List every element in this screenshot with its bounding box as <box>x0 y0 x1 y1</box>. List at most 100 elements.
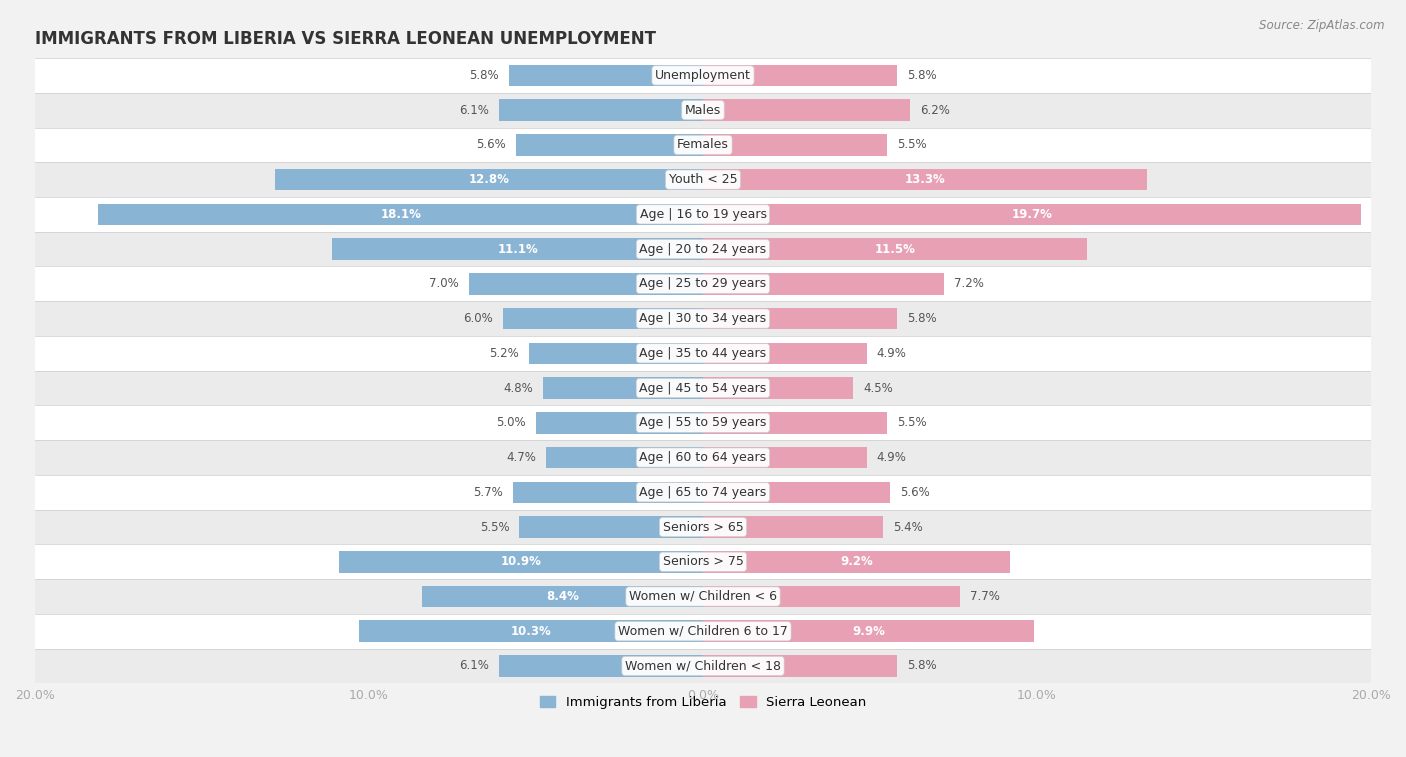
Text: 6.2%: 6.2% <box>920 104 950 117</box>
Bar <box>546 447 703 469</box>
Text: Age | 35 to 44 years: Age | 35 to 44 years <box>640 347 766 360</box>
Bar <box>499 656 703 677</box>
Text: 5.8%: 5.8% <box>907 312 936 325</box>
Bar <box>703 481 890 503</box>
Text: 4.9%: 4.9% <box>877 451 907 464</box>
Bar <box>509 64 703 86</box>
Bar <box>35 336 1371 371</box>
Text: 5.5%: 5.5% <box>479 521 509 534</box>
Text: 4.7%: 4.7% <box>506 451 536 464</box>
Text: 5.2%: 5.2% <box>489 347 519 360</box>
Text: 6.1%: 6.1% <box>460 104 489 117</box>
Bar <box>703 447 866 469</box>
Text: 10.9%: 10.9% <box>501 555 541 569</box>
Bar <box>332 238 703 260</box>
Bar <box>529 343 703 364</box>
Bar <box>35 614 1371 649</box>
Text: Seniors > 65: Seniors > 65 <box>662 521 744 534</box>
Text: 5.5%: 5.5% <box>897 416 927 429</box>
Bar <box>703 412 887 434</box>
Text: 19.7%: 19.7% <box>1011 208 1053 221</box>
Text: Age | 20 to 24 years: Age | 20 to 24 years <box>640 242 766 256</box>
Text: 8.4%: 8.4% <box>547 590 579 603</box>
Text: IMMIGRANTS FROM LIBERIA VS SIERRA LEONEAN UNEMPLOYMENT: IMMIGRANTS FROM LIBERIA VS SIERRA LEONEA… <box>35 30 657 48</box>
Text: 7.0%: 7.0% <box>429 277 460 291</box>
Text: 4.9%: 4.9% <box>877 347 907 360</box>
Bar <box>703 343 866 364</box>
Text: 11.5%: 11.5% <box>875 242 915 256</box>
Bar <box>35 406 1371 440</box>
Text: 5.8%: 5.8% <box>470 69 499 82</box>
Text: Age | 65 to 74 years: Age | 65 to 74 years <box>640 486 766 499</box>
Bar <box>35 544 1371 579</box>
Text: 5.6%: 5.6% <box>900 486 929 499</box>
Bar <box>513 481 703 503</box>
Bar <box>35 440 1371 475</box>
Text: 6.1%: 6.1% <box>460 659 489 672</box>
Bar <box>703 656 897 677</box>
Text: Age | 30 to 34 years: Age | 30 to 34 years <box>640 312 766 325</box>
Bar <box>703 308 897 329</box>
Bar <box>536 412 703 434</box>
Text: 4.5%: 4.5% <box>863 382 893 394</box>
Text: Age | 60 to 64 years: Age | 60 to 64 years <box>640 451 766 464</box>
Bar <box>35 197 1371 232</box>
Text: 5.8%: 5.8% <box>907 659 936 672</box>
Bar <box>35 232 1371 266</box>
Bar <box>35 579 1371 614</box>
Bar <box>703 621 1033 642</box>
Bar <box>703 169 1147 191</box>
Bar <box>422 586 703 607</box>
Text: 9.2%: 9.2% <box>841 555 873 569</box>
Bar <box>703 551 1011 572</box>
Bar <box>35 93 1371 127</box>
Text: 5.5%: 5.5% <box>897 139 927 151</box>
Text: 5.0%: 5.0% <box>496 416 526 429</box>
Text: Women w/ Children < 6: Women w/ Children < 6 <box>628 590 778 603</box>
Text: 7.2%: 7.2% <box>953 277 983 291</box>
Text: 5.7%: 5.7% <box>472 486 502 499</box>
Bar <box>703 377 853 399</box>
Bar <box>519 516 703 537</box>
Bar <box>35 649 1371 684</box>
Bar <box>470 273 703 294</box>
Text: 4.8%: 4.8% <box>503 382 533 394</box>
Bar <box>35 162 1371 197</box>
Bar <box>703 273 943 294</box>
Bar <box>499 99 703 121</box>
Text: Age | 45 to 54 years: Age | 45 to 54 years <box>640 382 766 394</box>
Text: Women w/ Children 6 to 17: Women w/ Children 6 to 17 <box>619 625 787 637</box>
Bar <box>35 127 1371 162</box>
Text: 5.4%: 5.4% <box>893 521 924 534</box>
Text: 12.8%: 12.8% <box>468 173 509 186</box>
Text: Seniors > 75: Seniors > 75 <box>662 555 744 569</box>
Bar <box>543 377 703 399</box>
Text: 5.6%: 5.6% <box>477 139 506 151</box>
Bar <box>35 58 1371 93</box>
Legend: Immigrants from Liberia, Sierra Leonean: Immigrants from Liberia, Sierra Leonean <box>534 690 872 715</box>
Text: Source: ZipAtlas.com: Source: ZipAtlas.com <box>1260 19 1385 32</box>
Bar <box>98 204 703 225</box>
Text: Age | 55 to 59 years: Age | 55 to 59 years <box>640 416 766 429</box>
Bar <box>703 586 960 607</box>
Bar <box>35 509 1371 544</box>
Bar <box>703 238 1087 260</box>
Text: 18.1%: 18.1% <box>380 208 422 221</box>
Bar <box>516 134 703 156</box>
Text: 7.7%: 7.7% <box>970 590 1000 603</box>
Bar <box>35 475 1371 509</box>
Text: 5.8%: 5.8% <box>907 69 936 82</box>
Text: 10.3%: 10.3% <box>510 625 551 637</box>
Bar <box>35 301 1371 336</box>
Text: Age | 16 to 19 years: Age | 16 to 19 years <box>640 208 766 221</box>
Bar <box>359 621 703 642</box>
Bar <box>703 516 883 537</box>
Text: Women w/ Children < 18: Women w/ Children < 18 <box>626 659 780 672</box>
Text: Youth < 25: Youth < 25 <box>669 173 737 186</box>
Text: Age | 25 to 29 years: Age | 25 to 29 years <box>640 277 766 291</box>
Bar <box>276 169 703 191</box>
Bar <box>703 134 887 156</box>
Text: 13.3%: 13.3% <box>904 173 945 186</box>
Bar <box>339 551 703 572</box>
Bar <box>502 308 703 329</box>
